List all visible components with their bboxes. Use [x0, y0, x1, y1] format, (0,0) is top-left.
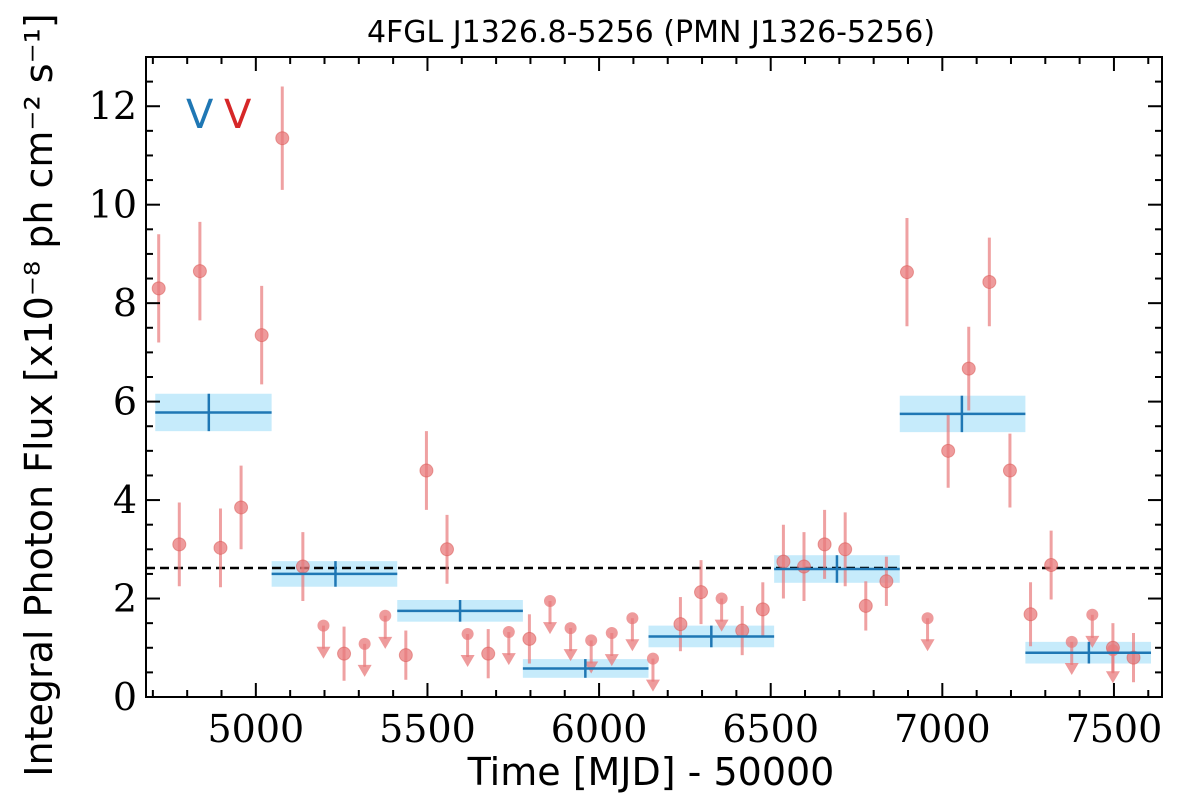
data-point	[481, 646, 496, 661]
upper-limit-point	[564, 622, 577, 635]
data-point	[796, 559, 811, 574]
upper-limit-arrow	[920, 639, 935, 652]
data-point	[858, 598, 873, 613]
data-point	[755, 602, 770, 617]
x-tick-label: 6000	[551, 707, 648, 751]
data-point	[982, 274, 997, 289]
data-point	[337, 646, 352, 661]
blue-v-marker: V	[186, 92, 214, 138]
data-point	[694, 585, 709, 600]
plot-area	[146, 86, 1162, 692]
y-tick-label: 10	[89, 183, 137, 227]
upper-limit-point	[646, 652, 659, 665]
upper-limit-arrow	[460, 655, 475, 668]
y-tick-label: 2	[113, 577, 137, 621]
upper-limit-point	[1086, 608, 1099, 621]
x-tick-label: 5500	[379, 707, 476, 751]
upper-limit-points	[316, 592, 1120, 692]
upper-limit-point	[379, 609, 392, 622]
y-tick-label: 12	[89, 84, 137, 128]
y-tick-label: 4	[113, 478, 137, 522]
upper-limit-point	[317, 619, 330, 632]
upper-limit-point	[605, 627, 618, 639]
data-point	[941, 443, 956, 458]
red-v-marker: V	[224, 92, 252, 138]
upper-limit-arrow	[1064, 662, 1079, 675]
data-point	[1126, 650, 1141, 665]
x-tick-label: 5000	[207, 707, 304, 751]
bin-bands	[155, 393, 1152, 678]
axis-ticks	[146, 57, 1162, 697]
data-point	[961, 361, 976, 376]
upper-limit-arrow	[645, 679, 660, 692]
data-point	[275, 131, 290, 146]
data-point	[1002, 463, 1017, 478]
data-point	[192, 264, 207, 279]
data-point	[419, 463, 434, 478]
error-bars	[157, 86, 1136, 683]
y-tick-label: 8	[113, 281, 137, 325]
data-point	[817, 537, 832, 552]
upper-limit-arrow	[1085, 635, 1100, 648]
chart-title: 4FGL J1326.8-5256 (PMN J1326-5256)	[367, 15, 935, 50]
upper-limit-arrow	[378, 636, 393, 649]
upper-limit-point	[1065, 635, 1078, 648]
data-point	[254, 328, 269, 343]
data-point	[172, 537, 187, 552]
y-tick-labels: 0 2 4 6 8 10 12	[89, 84, 137, 719]
upper-limit-arrow	[625, 639, 640, 652]
upper-limit-point	[921, 612, 934, 625]
upper-limit-arrow	[714, 619, 729, 632]
data-point	[234, 500, 249, 515]
data-point	[1044, 558, 1059, 573]
upper-limit-arrow	[604, 654, 619, 667]
upper-limit-arrow	[1105, 671, 1120, 684]
x-tick-label: 7500	[1066, 707, 1163, 751]
upper-limit-point	[502, 626, 515, 639]
data-point	[151, 281, 166, 296]
upper-limit-arrow	[357, 664, 372, 677]
data-point	[673, 617, 688, 632]
data-point	[776, 554, 791, 569]
axes-frame	[145, 56, 1163, 698]
x-tick-label: 7000	[894, 707, 991, 751]
x-axis-label: Time [MJD] - 50000	[467, 750, 835, 794]
bin-lines	[155, 393, 1152, 678]
x-tick-label: 6500	[722, 707, 819, 751]
data-point	[735, 623, 750, 638]
data-point	[295, 559, 310, 574]
upper-limit-point	[461, 627, 474, 640]
y-tick-label: 0	[113, 675, 137, 719]
upper-limit-point	[626, 612, 639, 625]
x-tick-labels: 5000 5500 6000 6500 7000 7500	[207, 707, 1162, 751]
upper-limit-arrow	[563, 649, 578, 662]
y-axis-label: Integral Photon Flux [x10⁻⁸ ph cm⁻² s⁻¹]	[17, 13, 61, 776]
data-point	[398, 648, 413, 663]
data-point	[1023, 607, 1038, 622]
upper-limit-arrow	[316, 646, 331, 659]
upper-limit-point	[543, 595, 556, 607]
data-point	[213, 540, 228, 555]
upper-limit-point	[585, 634, 598, 647]
upper-limit-arrow	[542, 622, 557, 635]
data-point	[838, 542, 853, 557]
data-point	[879, 574, 894, 589]
data-point	[440, 542, 455, 557]
data-point	[899, 265, 914, 280]
upper-limit-point	[715, 592, 728, 605]
y-tick-label: 6	[113, 380, 137, 424]
upper-limit-point	[1106, 644, 1119, 657]
data-point	[522, 631, 537, 646]
upper-limit-point	[358, 637, 371, 650]
upper-limit-arrow	[501, 653, 516, 666]
